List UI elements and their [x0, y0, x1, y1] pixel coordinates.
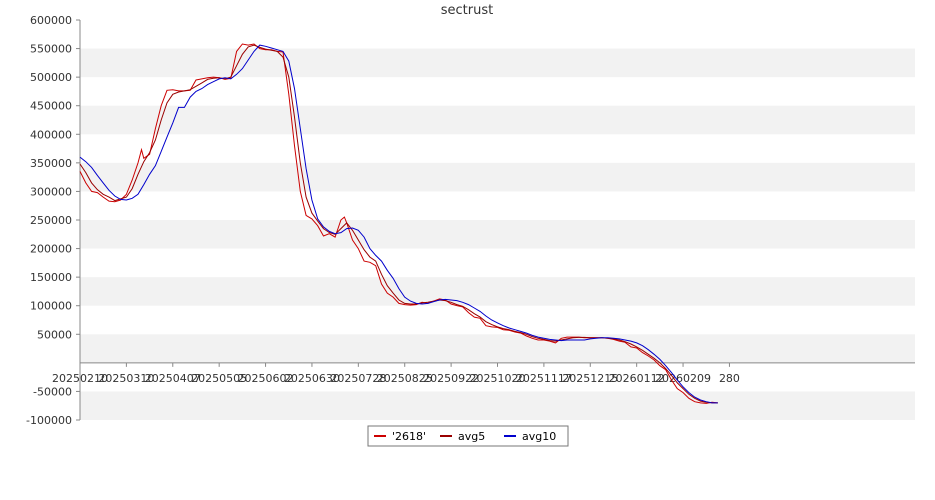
y-tick-label: 50000	[37, 328, 72, 341]
series-line-2	[79, 44, 718, 404]
x-tick-label: 20260209	[655, 372, 711, 385]
grid-band	[80, 48, 915, 78]
x-tick-label: 20251020	[470, 372, 526, 385]
series-line-1	[79, 44, 718, 404]
y-tick-label: 550000	[30, 43, 72, 56]
y-tick-label: 250000	[30, 214, 72, 227]
legend-box	[367, 425, 569, 447]
y-tick-label: 500000	[30, 71, 72, 84]
y-tick-label: -100000	[26, 414, 72, 427]
x-tick-label: 20251215	[562, 372, 618, 385]
grid-band	[80, 391, 915, 420]
legend-label: avg10	[522, 430, 556, 443]
chart-title: sectrust	[441, 3, 493, 18]
legend: '2618' avg5 avg10	[367, 425, 569, 447]
x-axis: 2025021020250310202504072025050520250602…	[52, 362, 915, 385]
y-tick-label: 450000	[30, 100, 72, 113]
grid-band	[80, 105, 915, 135]
y-tick-label: -50000	[33, 385, 72, 398]
x-tick-label: 20250210	[52, 372, 108, 385]
x-tick-label: 20250602	[238, 372, 294, 385]
x-tick-label: 20260112	[609, 372, 665, 385]
x-tick-label: 20250728	[330, 372, 386, 385]
x-tick-label: 280	[719, 372, 740, 385]
y-tick-label: 100000	[30, 300, 72, 313]
x-tick-label: 20250922	[423, 372, 479, 385]
y-tick-label: 200000	[30, 243, 72, 256]
x-tick-label: 20250825	[377, 372, 433, 385]
y-tick-label: 150000	[30, 271, 72, 284]
x-tick-label: 20250407	[145, 372, 201, 385]
x-tick-label: 20250630	[284, 372, 340, 385]
grid-band	[80, 277, 915, 306]
x-tick-label: 20250310	[98, 372, 154, 385]
y-tick-label: 350000	[30, 157, 72, 170]
grid-bands	[80, 48, 915, 420]
y-axis: -100000 -50000 50000 100000 150000 200000 2500…	[26, 14, 81, 427]
y-tick-label: 300000	[30, 185, 72, 198]
grid-band	[80, 162, 915, 192]
legend-label: '2618'	[392, 430, 426, 443]
y-tick-label: 600000	[30, 14, 72, 27]
y-tick-label: 400000	[30, 128, 72, 141]
legend-label: avg5	[458, 430, 485, 443]
x-tick-label: 20251117	[516, 372, 572, 385]
series-lines	[79, 43, 718, 404]
grid-band	[80, 220, 915, 249]
grid-band	[80, 334, 915, 363]
x-tick-label: 20250505	[191, 372, 247, 385]
